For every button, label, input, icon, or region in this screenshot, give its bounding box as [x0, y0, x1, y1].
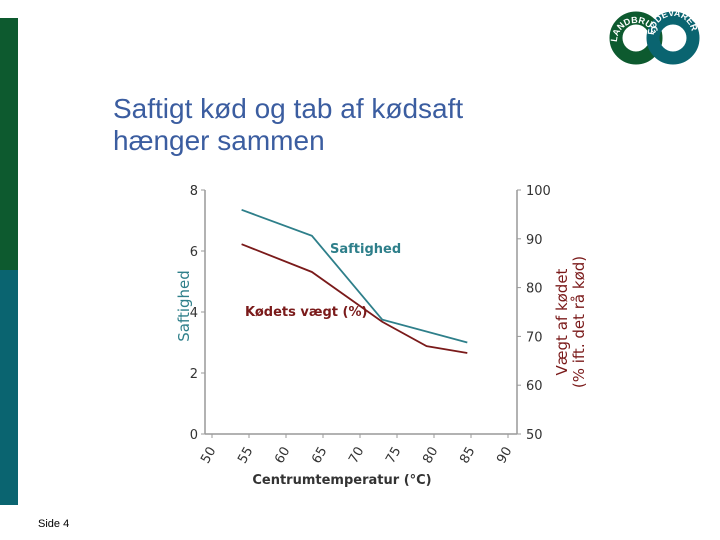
x-tick-label: 50: [198, 445, 219, 467]
series-label: Saftighed: [330, 242, 401, 257]
series-label: Kødets vægt (%): [245, 305, 367, 320]
series-line: [241, 208, 468, 344]
y2-tick-label: 50: [526, 428, 543, 443]
x-axis-label: Centrumtemperatur (°C): [252, 473, 431, 488]
y-tick-label: 0: [190, 428, 198, 443]
y2-tick-label: 80: [526, 282, 543, 297]
side-bar-top: [0, 18, 18, 270]
x-tick-label: 90: [494, 445, 515, 467]
y-axis-label: Saftighed: [175, 270, 193, 342]
footer: Side 4: [38, 518, 69, 530]
y2-axis-label: Vægt af kødet: [553, 268, 571, 375]
y2-tick-label: 100: [526, 184, 551, 199]
y-tick-label: 8: [190, 184, 198, 199]
slide-title: hænger sammen: [113, 125, 325, 156]
y-tick-label: 4: [190, 306, 198, 321]
x-tick-label: 75: [383, 445, 404, 467]
y2-tick-label: 60: [526, 379, 543, 394]
x-tick-label: 85: [457, 445, 478, 467]
y2-tick-label: 90: [526, 233, 543, 248]
series-line: [241, 243, 468, 354]
y-tick-label: 2: [190, 367, 198, 382]
y-tick-label: 6: [190, 245, 198, 260]
x-tick-label: 70: [346, 445, 367, 467]
x-tick-label: 65: [309, 445, 330, 467]
slide-title: Saftigt kød og tab af kødsaft: [113, 93, 463, 124]
x-tick-label: 80: [420, 445, 441, 467]
x-tick-label: 60: [272, 445, 293, 467]
x-tick-label: 55: [235, 445, 256, 467]
y2-axis-label: (% ift. det rå kød): [570, 256, 588, 388]
logo-ring: [646, 11, 700, 65]
side-bar-bottom: [0, 270, 18, 505]
y2-tick-label: 70: [526, 330, 543, 345]
